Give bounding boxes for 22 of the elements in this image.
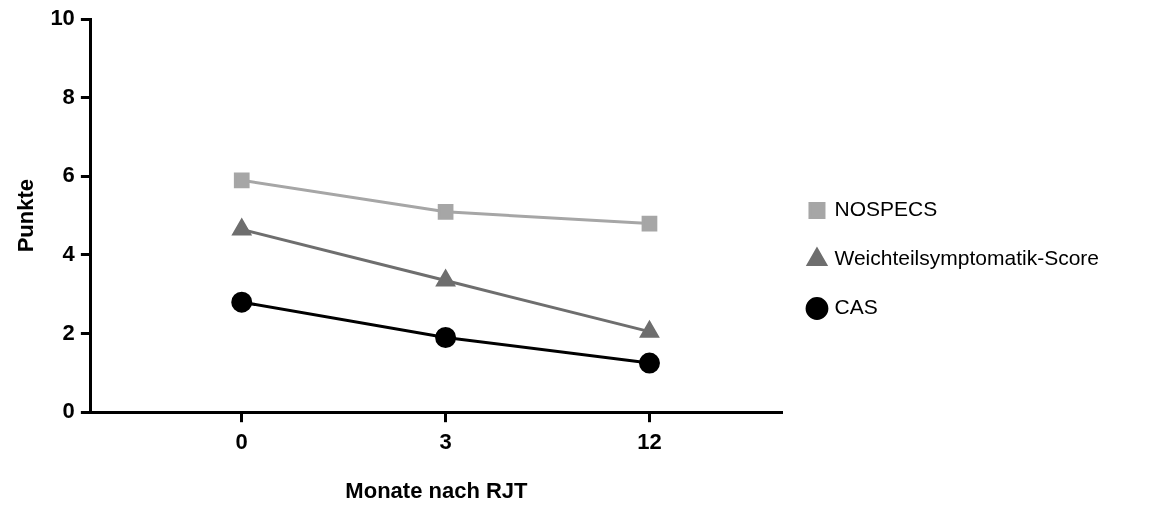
x-tick-label: 12 xyxy=(637,429,662,455)
y-tick-label: 10 xyxy=(50,5,75,31)
x-tick-label: 0 xyxy=(235,429,248,455)
legend-label: Weichteilsymptomatik-Score xyxy=(834,246,1100,270)
y-tick-label: 2 xyxy=(62,319,75,345)
point xyxy=(641,215,658,232)
y-tick-label: 4 xyxy=(62,241,76,267)
point xyxy=(435,327,457,349)
legend-label: NOSPECS xyxy=(834,197,938,221)
x-tick-label: 3 xyxy=(439,429,452,455)
point xyxy=(640,321,659,338)
y-axis-title: Punkte xyxy=(13,179,39,253)
point xyxy=(436,270,455,287)
point xyxy=(437,203,454,220)
y-tick-label: 6 xyxy=(62,162,75,188)
x-axis-title: Monate nach RJT xyxy=(345,477,529,503)
legend-label: CAS xyxy=(834,295,878,319)
point xyxy=(233,172,250,189)
y-tick-label: 8 xyxy=(62,83,75,109)
point xyxy=(231,291,253,313)
y-tick-label: 0 xyxy=(62,398,75,424)
point xyxy=(638,352,660,374)
